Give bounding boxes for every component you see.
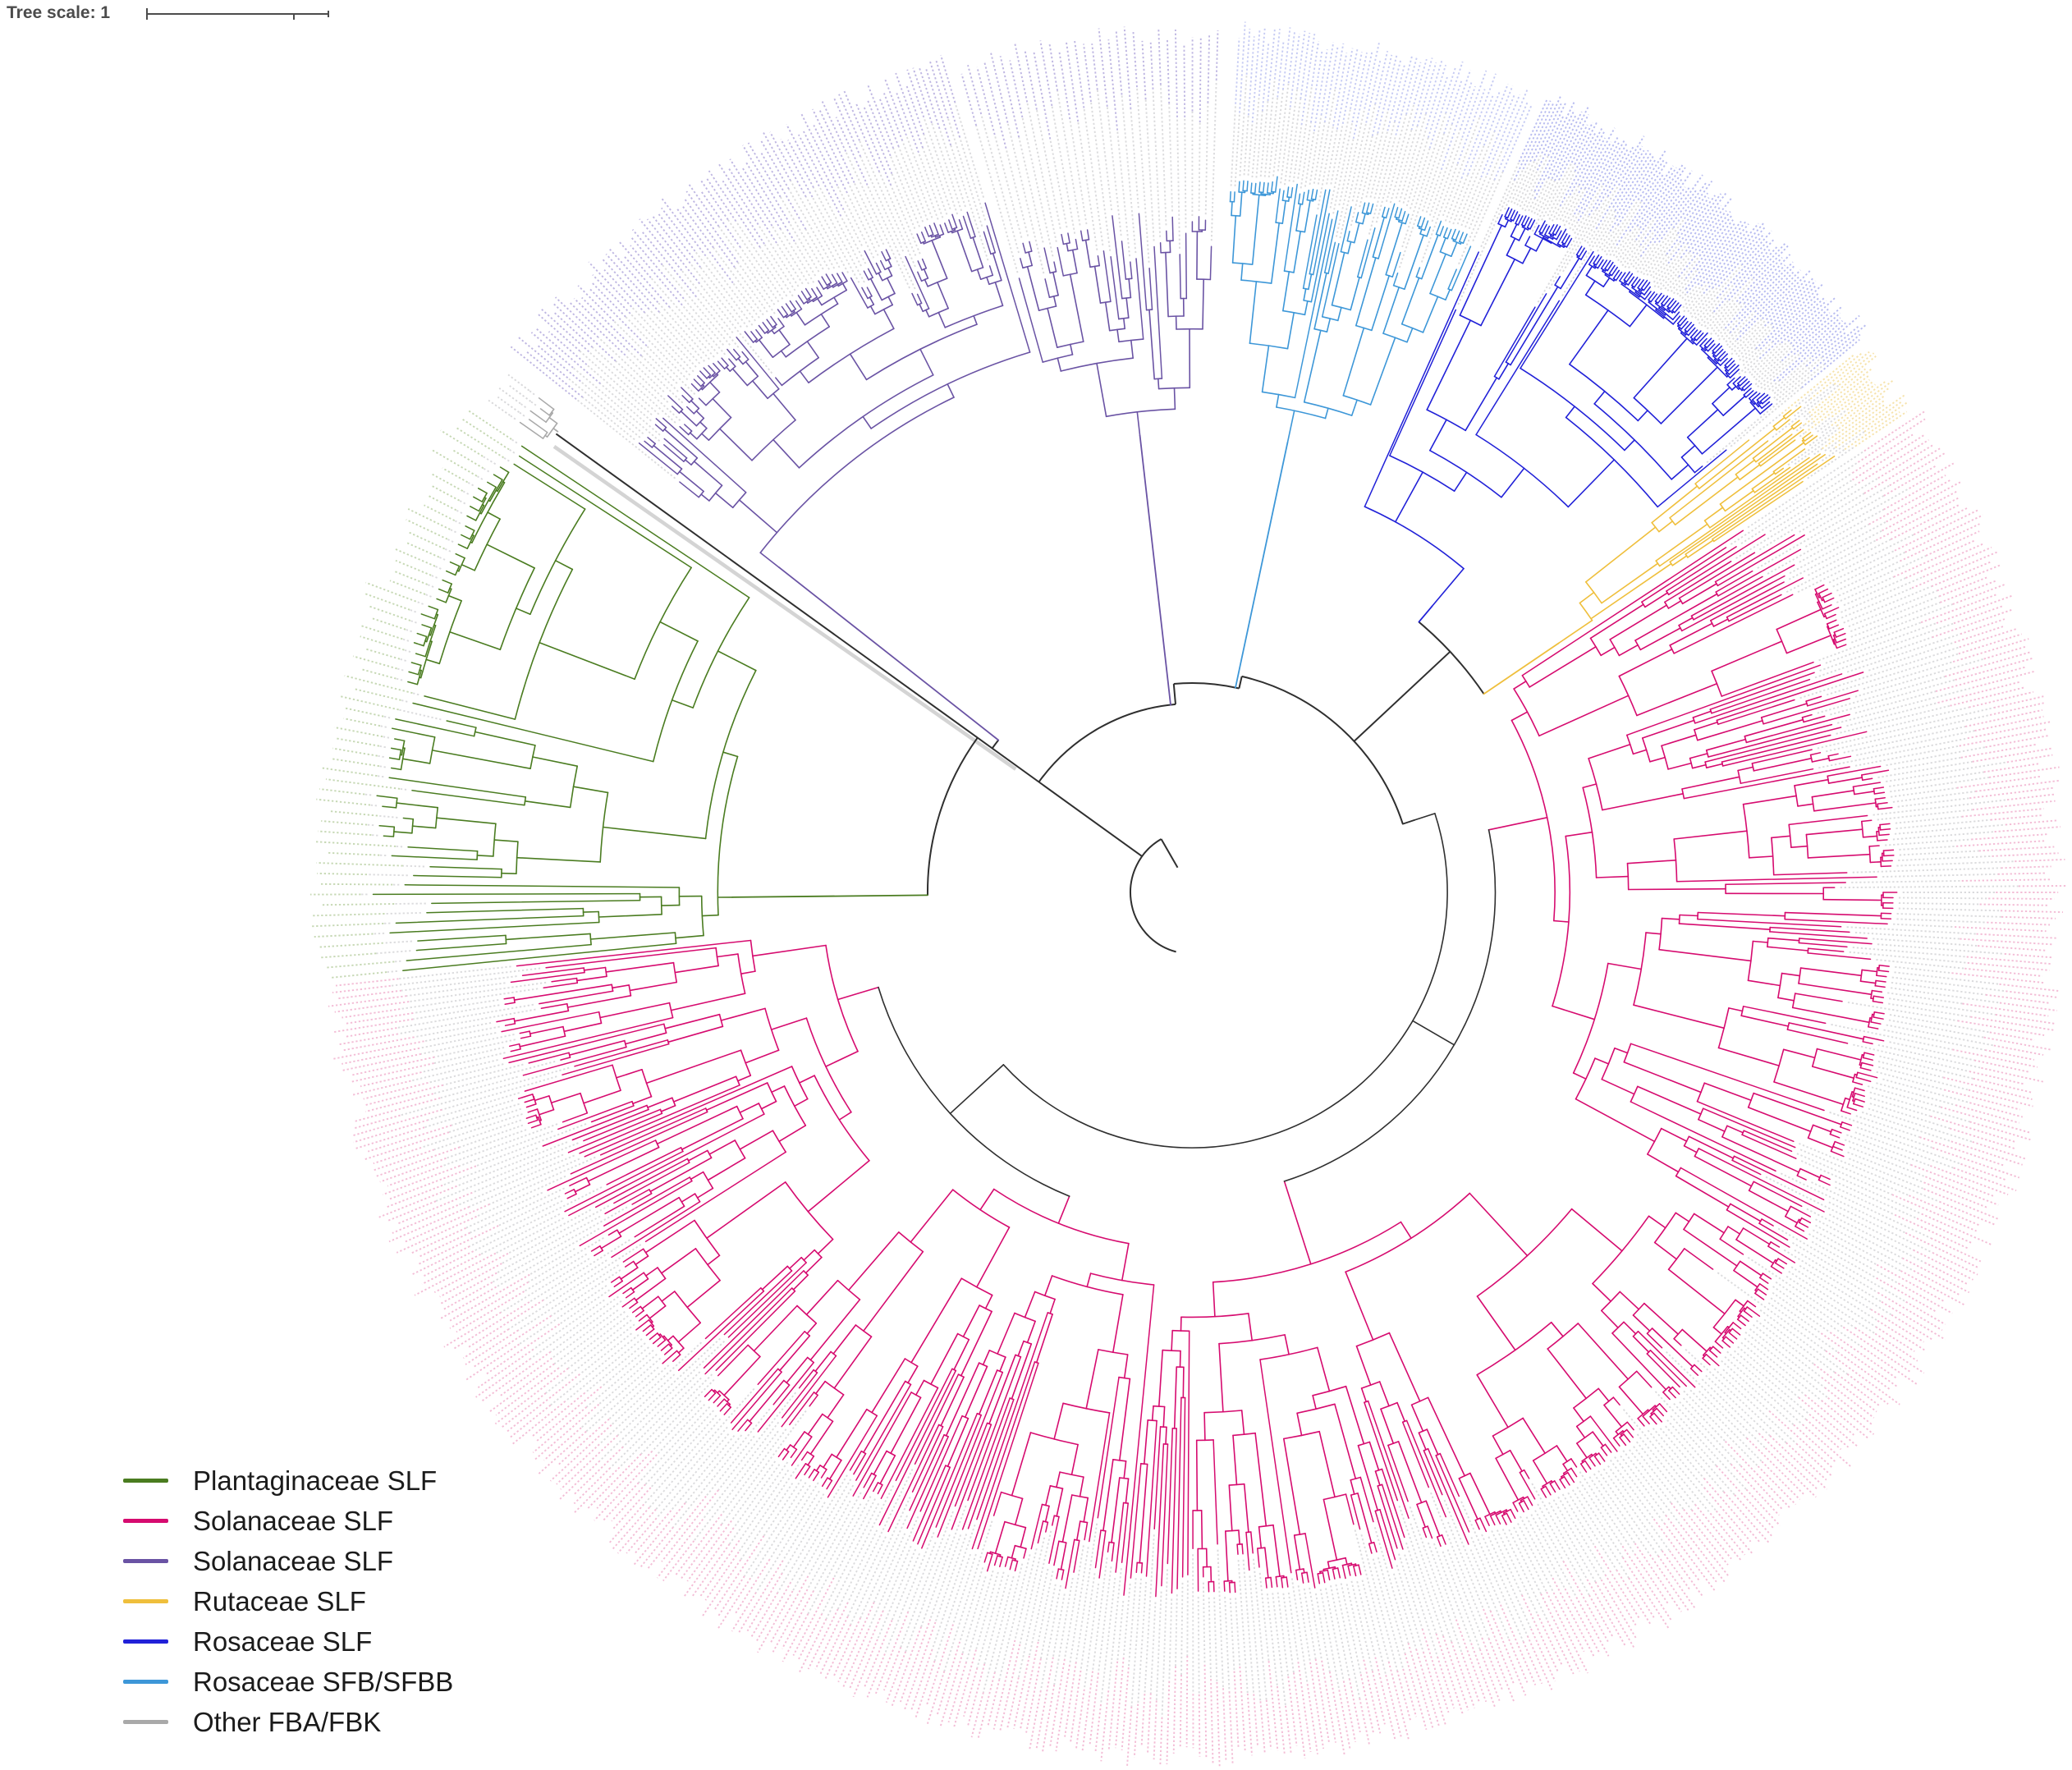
legend-item-rosaceae-sfb-sfbb: Rosaceae SFB/SFBB	[123, 1662, 453, 1702]
legend-item-rutaceae-slf: Rutaceae SLF	[123, 1581, 453, 1621]
legend-color-swatch	[123, 1720, 168, 1724]
legend-item-label: Rosaceae SFB/SFBB	[193, 1666, 454, 1697]
legend-color-swatch	[123, 1639, 168, 1644]
legend-item-solanaceae-slf-magenta: Solanaceae SLF	[123, 1501, 453, 1541]
tree-scale-tick-mid	[293, 13, 295, 20]
legend-color-swatch	[123, 1559, 168, 1563]
legend-color-swatch	[123, 1680, 168, 1684]
tree-scale-tick-right	[328, 11, 329, 17]
tree-scale-tick-left	[146, 8, 148, 20]
legend-item-label: Rutaceae SLF	[193, 1585, 366, 1616]
legend-item-label: Rosaceae SLF	[193, 1626, 373, 1657]
legend-item-label: Plantaginaceae SLF	[193, 1465, 438, 1496]
legend-item-plantaginaceae-slf: Plantaginaceae SLF	[123, 1460, 453, 1501]
legend-item-label: Solanaceae SLF	[193, 1545, 394, 1576]
legend-item-rosaceae-slf: Rosaceae SLF	[123, 1621, 453, 1662]
legend-color-swatch	[123, 1599, 168, 1603]
legend-item-other-fba-fbk: Other FBA/FBK	[123, 1702, 453, 1742]
legend: Plantaginaceae SLF Solanaceae SLF Solana…	[123, 1460, 453, 1742]
legend-color-swatch	[123, 1479, 168, 1483]
legend-color-swatch	[123, 1519, 168, 1523]
legend-item-label: Other FBA/FBK	[193, 1706, 382, 1737]
legend-item-solanaceae-slf-purple: Solanaceae SLF	[123, 1541, 453, 1581]
tree-scale-label: Tree scale: 1	[7, 3, 111, 22]
legend-item-label: Solanaceae SLF	[193, 1505, 394, 1536]
tree-scale-bar	[146, 13, 329, 15]
